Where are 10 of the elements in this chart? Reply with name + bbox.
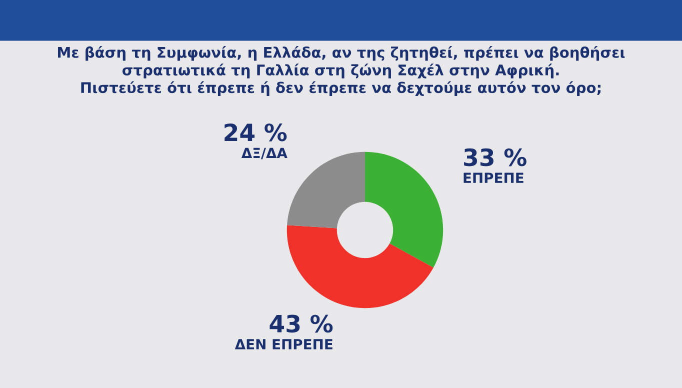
slice-label: ΔΞ/ΔΑ xyxy=(241,148,288,160)
slice-label: ΔΕΝ ΕΠΡΕΠΕ xyxy=(234,339,332,350)
data-label: 24 % xyxy=(224,123,287,142)
data-label: 43 % xyxy=(270,314,333,333)
chart-title: Με βάση τη Συμφωνία, η Ελλάδα, αν της ζητηθεί, πρέπει να βοηθήσει στρατιωτικά τη Γαλλία στη ζώνη Σαχέλ στην Αφρική. Πιστεύετε ότι έπρεπε ή δεν έπρεπε να δεχτούμε αυτόν τον όρο; xyxy=(58,46,625,96)
donut-slice xyxy=(287,152,365,228)
donut-slice xyxy=(286,225,434,308)
data-label: 33 % xyxy=(464,148,526,166)
slice-label: ΕΠΡΕΠΕ xyxy=(464,172,524,183)
donut-slice xyxy=(365,152,444,268)
